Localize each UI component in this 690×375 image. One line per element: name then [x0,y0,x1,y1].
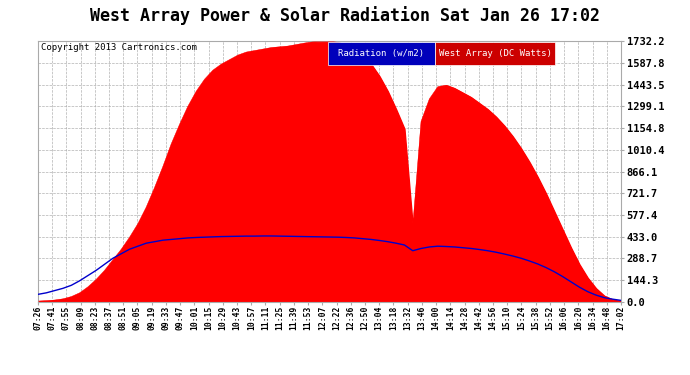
Text: West Array Power & Solar Radiation Sat Jan 26 17:02: West Array Power & Solar Radiation Sat J… [90,6,600,25]
Text: Copyright 2013 Cartronics.com: Copyright 2013 Cartronics.com [41,43,197,52]
Text: West Array (DC Watts): West Array (DC Watts) [439,49,551,58]
Text: Radiation (w/m2): Radiation (w/m2) [338,49,424,58]
